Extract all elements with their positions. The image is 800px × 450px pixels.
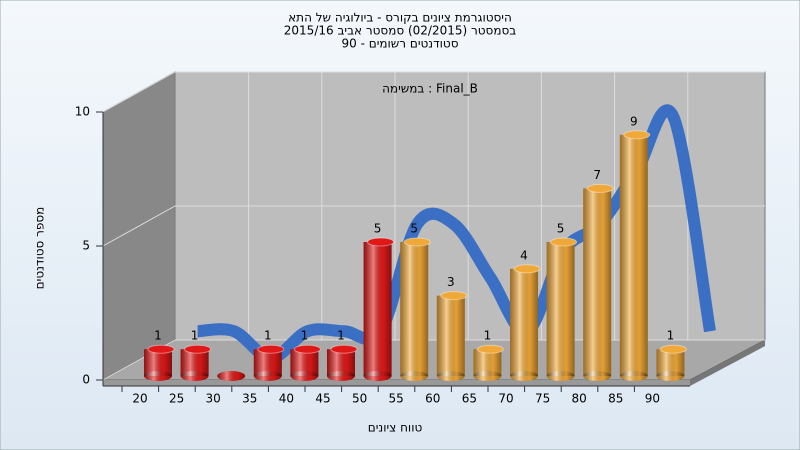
x-axis-label: טווח ציונים bbox=[368, 421, 423, 435]
bar-bottom-shade bbox=[217, 371, 246, 381]
floor-edge bbox=[690, 340, 765, 386]
bar: 1 bbox=[656, 329, 687, 381]
bar: 9 bbox=[619, 114, 651, 381]
bar-bottom-shade bbox=[144, 371, 172, 381]
bar-bottom-shade bbox=[583, 371, 612, 381]
x-tick-label: 75 bbox=[535, 392, 550, 406]
chart-subtitle: סטודנטים רשומים - 90 bbox=[341, 37, 458, 51]
bar: 1 bbox=[144, 329, 175, 381]
x-tick-label: 85 bbox=[608, 392, 623, 406]
data-label: 4 bbox=[520, 248, 528, 262]
bar-bottom-shade bbox=[400, 371, 429, 381]
bar-top bbox=[184, 344, 212, 354]
bar-shade bbox=[400, 242, 429, 376]
bar: 1 bbox=[180, 329, 212, 381]
bar-top bbox=[623, 130, 651, 140]
bar-bottom-shade bbox=[473, 371, 502, 381]
data-label: 9 bbox=[630, 114, 638, 128]
bar-shade bbox=[363, 242, 392, 376]
bar-top bbox=[403, 237, 431, 247]
bar-bottom-shade bbox=[327, 371, 355, 381]
bar-top bbox=[147, 344, 175, 354]
bars: 1 1 1 1 1 5 5 3 1 4 5 7 9 1 bbox=[144, 114, 687, 381]
grid-line bbox=[102, 205, 176, 247]
bar-bottom-shade bbox=[436, 371, 465, 381]
bar-bottom-shade bbox=[180, 371, 209, 381]
data-label: 1 bbox=[191, 329, 199, 343]
bar-shade bbox=[546, 242, 575, 376]
bar: 5 bbox=[546, 222, 578, 381]
y-axis-label: מספר סטודנטים bbox=[33, 207, 47, 290]
bar-shade bbox=[583, 188, 612, 376]
x-tick-label: 65 bbox=[462, 392, 477, 406]
x-tick-label: 45 bbox=[315, 392, 330, 406]
bar bbox=[217, 371, 246, 381]
bar-bottom-shade bbox=[619, 371, 648, 381]
bar-bottom-shade bbox=[510, 371, 538, 381]
x-tick-label: 80 bbox=[572, 392, 587, 406]
bar: 1 bbox=[290, 329, 321, 381]
x-tick-label: 60 bbox=[425, 392, 440, 406]
bar: 5 bbox=[400, 222, 431, 381]
data-label: 1 bbox=[264, 329, 272, 343]
data-label: 1 bbox=[154, 329, 162, 343]
bar-bottom-shade bbox=[290, 371, 319, 381]
chart-subtitle: בסמסטר (02/2015) סמסטר אביב 2015/16 bbox=[284, 24, 516, 38]
bar-top bbox=[440, 291, 468, 301]
bar: 3 bbox=[436, 275, 468, 381]
x-tick-label: 55 bbox=[389, 392, 404, 406]
y-tick-label: 0 bbox=[82, 373, 90, 387]
bar-top bbox=[659, 344, 687, 354]
bar-top bbox=[550, 237, 578, 247]
bar-top bbox=[476, 344, 504, 354]
bar-top bbox=[293, 344, 321, 354]
x-tick-label: 90 bbox=[645, 392, 660, 406]
bar-shade bbox=[510, 268, 538, 376]
data-label: 1 bbox=[301, 329, 309, 343]
bar: 7 bbox=[583, 168, 614, 381]
data-label: 5 bbox=[374, 222, 382, 236]
grid-line bbox=[102, 71, 176, 113]
x-tick-label: 35 bbox=[242, 392, 257, 406]
y-tick-label: 5 bbox=[82, 239, 90, 253]
bar: 1 bbox=[327, 329, 358, 381]
bar-bottom-shade bbox=[363, 371, 392, 381]
bar: 4 bbox=[510, 248, 541, 381]
bar-shade bbox=[619, 134, 648, 376]
y-tick-label: 10 bbox=[75, 105, 90, 119]
bar: 1 bbox=[253, 329, 285, 381]
data-label: 3 bbox=[447, 275, 455, 289]
bar-top bbox=[257, 344, 285, 354]
chart-title: היסטוגרמת ציונים בקורס - ביולוגיה של התא bbox=[288, 11, 512, 25]
bar: 5 bbox=[363, 222, 395, 381]
x-tick-label: 20 bbox=[132, 392, 147, 406]
annotation: במשימה : Final_B bbox=[382, 82, 478, 96]
data-label: 1 bbox=[667, 329, 675, 343]
bar-top bbox=[586, 183, 614, 193]
data-label: 7 bbox=[593, 168, 601, 182]
data-label: 5 bbox=[557, 222, 565, 236]
data-label: 5 bbox=[410, 222, 418, 236]
data-label: 1 bbox=[484, 329, 492, 343]
x-tick-label: 30 bbox=[206, 392, 221, 406]
bar-top bbox=[367, 237, 395, 247]
bar-top bbox=[330, 344, 358, 354]
x-tick-label: 40 bbox=[279, 392, 294, 406]
bar-shade bbox=[436, 295, 465, 376]
x-tick-label: 50 bbox=[352, 392, 367, 406]
x-tick-label: 25 bbox=[169, 392, 184, 406]
bar-bottom-shade bbox=[656, 371, 685, 381]
data-label: 1 bbox=[337, 329, 345, 343]
bar-bottom-shade bbox=[546, 371, 575, 381]
bar-top bbox=[513, 264, 541, 274]
floor-front bbox=[103, 380, 690, 386]
bar: 1 bbox=[473, 329, 504, 381]
bar-bottom-shade bbox=[253, 371, 282, 381]
x-tick-label: 70 bbox=[498, 392, 513, 406]
